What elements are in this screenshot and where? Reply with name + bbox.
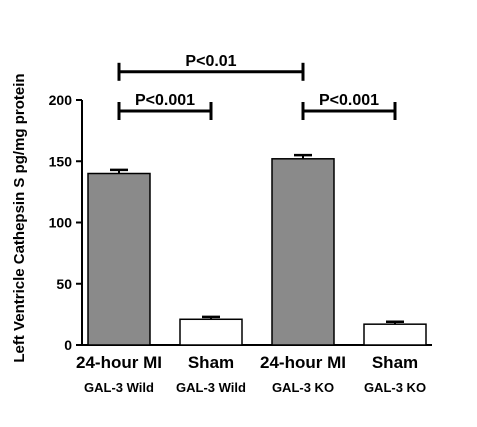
significance-label: P<0.01 [185,53,236,70]
subcategory-label: GAL-3 Wild [176,380,246,395]
significance-label: P<0.001 [135,92,195,109]
subcategory-label: GAL-3 KO [364,380,426,395]
bar [179,318,243,346]
y-axis-label: Left Ventricle Cathepsin S pg/mg protein [11,73,28,362]
y-tick-label: 0 [64,337,72,353]
category-label: 24-hour MI [76,353,162,372]
y-tick-label: 100 [49,215,73,231]
y-tick-label: 200 [49,92,73,108]
y-tick-label: 150 [49,153,73,169]
category-label: Sham [188,353,234,372]
bar [363,323,427,346]
bar [271,158,335,346]
significance-label: P<0.001 [319,92,379,109]
category-label: Sham [372,353,418,372]
subcategory-label: GAL-3 KO [272,380,334,395]
y-tick-label: 50 [56,276,72,292]
category-label: 24-hour MI [260,353,346,372]
bar [87,172,151,346]
subcategory-label: GAL-3 Wild [84,380,154,395]
